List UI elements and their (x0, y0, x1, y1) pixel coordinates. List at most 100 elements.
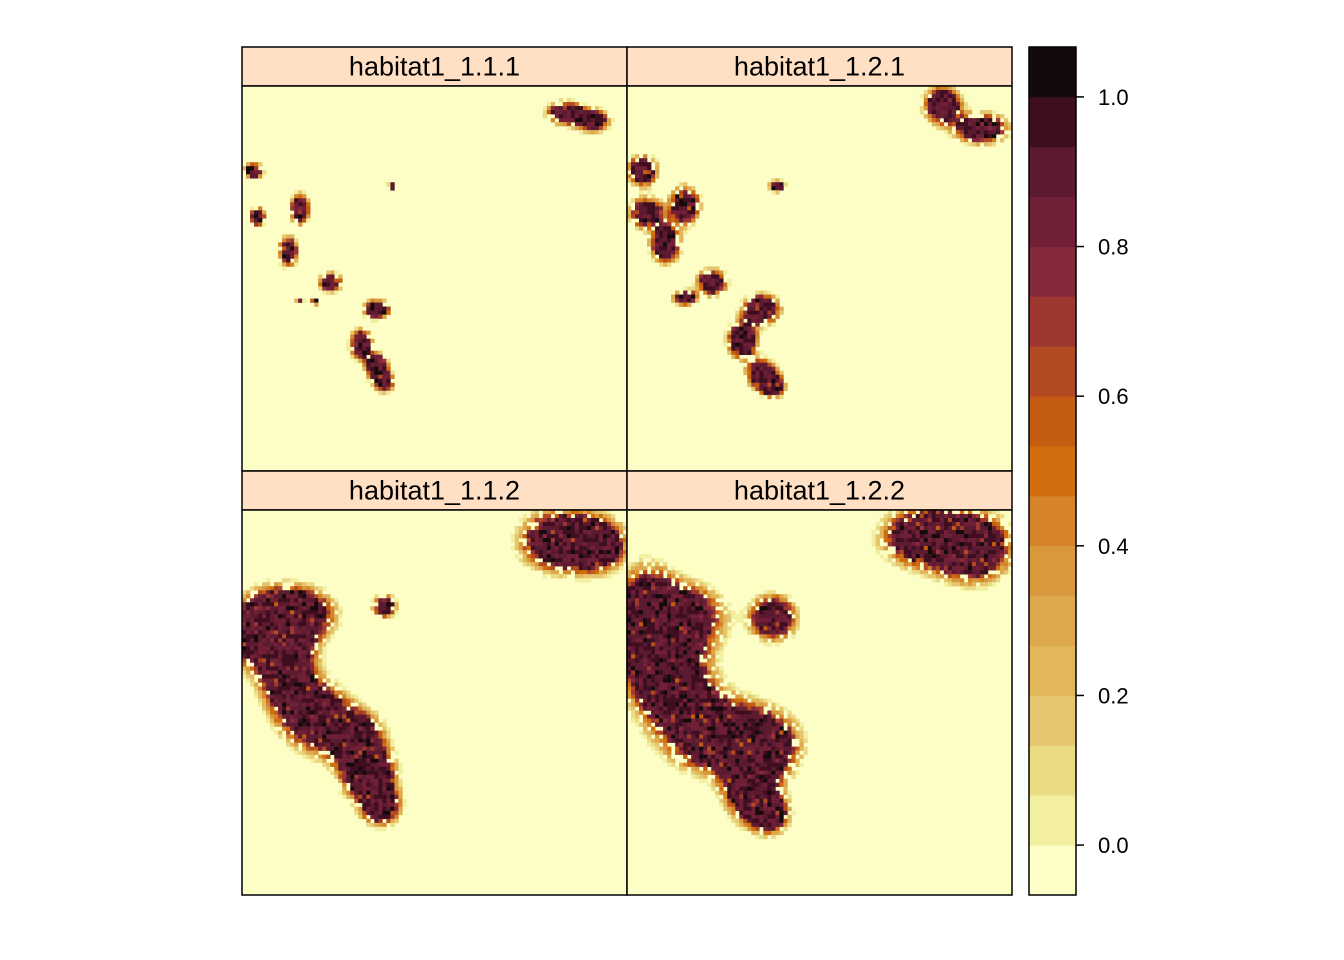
raster-cell (699, 626, 704, 631)
raster-cell (983, 534, 989, 539)
raster-cell (258, 678, 263, 683)
raster-cell (390, 806, 395, 812)
raster-cell (903, 514, 909, 519)
raster-cell (779, 758, 784, 763)
raster-cell (683, 666, 688, 671)
raster-cell (647, 638, 652, 643)
raster-cell (258, 602, 263, 607)
raster-cell (927, 114, 933, 119)
raster-cell (771, 370, 776, 376)
raster-cell (963, 562, 969, 567)
raster-cell (242, 590, 247, 595)
raster-cell (530, 518, 536, 523)
raster-cell (278, 626, 283, 631)
raster-cell (550, 110, 556, 115)
raster-cell (955, 522, 961, 527)
raster-cell (639, 666, 644, 671)
raster-cell (518, 550, 524, 555)
raster-cell (751, 722, 756, 727)
raster-cell (362, 702, 367, 707)
raster-cell (767, 358, 772, 364)
raster-cell (927, 106, 933, 111)
raster-cell (739, 714, 744, 719)
raster-cell (627, 626, 632, 631)
raster-cell (983, 122, 989, 127)
raster-cell (326, 710, 331, 715)
raster-cell (310, 726, 315, 731)
raster-cell (534, 514, 540, 519)
raster-cell (1007, 562, 1013, 567)
raster-cell (334, 618, 339, 623)
raster-cell (582, 522, 588, 527)
raster-cell (390, 182, 395, 187)
raster-cell (915, 526, 921, 531)
raster-cell (554, 574, 560, 579)
raster-cell (594, 570, 600, 575)
raster-cell (971, 554, 977, 559)
raster-cell (362, 722, 367, 727)
raster-cell (386, 730, 391, 735)
raster-cell (963, 526, 969, 531)
raster-cell (659, 666, 664, 671)
raster-cell (723, 774, 728, 779)
raster-cell (358, 806, 363, 812)
raster-cell (542, 106, 548, 111)
raster-cell (943, 114, 949, 119)
raster-cell (370, 802, 375, 808)
raster-cell (763, 634, 768, 639)
raster-cell (947, 518, 953, 523)
raster-cell (386, 362, 391, 368)
raster-cell (370, 790, 375, 796)
raster-cell (687, 658, 692, 663)
raster-cell (306, 642, 311, 647)
raster-cell (707, 730, 712, 735)
raster-cell (675, 702, 680, 707)
raster-cell (767, 370, 772, 376)
raster-cell (935, 522, 941, 527)
raster-cell (550, 574, 556, 579)
raster-cell (374, 798, 379, 804)
raster-cell (246, 602, 251, 607)
raster-cell (322, 746, 327, 751)
raster-cell (390, 822, 395, 828)
raster-cell (763, 310, 768, 315)
raster-cell (342, 762, 347, 767)
raster-cell (258, 606, 263, 611)
raster-cell (683, 650, 688, 655)
raster-cell (366, 766, 371, 771)
raster-cell (999, 554, 1005, 559)
raster-cell (899, 526, 905, 531)
raster-cell (723, 702, 728, 707)
raster-cell (631, 626, 636, 631)
raster-cell (675, 594, 680, 599)
raster-cell (378, 598, 383, 603)
raster-cell (354, 754, 359, 759)
raster-cell (382, 306, 387, 311)
raster-cell (326, 638, 331, 643)
raster-cell (635, 166, 640, 171)
raster-cell (286, 638, 291, 643)
raster-cell (326, 762, 331, 767)
raster-cell (707, 282, 712, 287)
raster-cell (715, 682, 720, 687)
raster-cell (711, 762, 716, 767)
raster-cell (318, 734, 323, 739)
raster-cell (659, 614, 664, 619)
raster-cell (639, 638, 644, 643)
raster-cell (991, 554, 997, 559)
raster-cell (578, 554, 584, 559)
raster-cell (695, 294, 700, 299)
raster-cell (647, 674, 652, 679)
raster-cell (771, 754, 776, 759)
raster-cell (635, 222, 640, 227)
raster-cell (711, 662, 716, 667)
raster-cell (639, 694, 644, 699)
raster-cell (618, 562, 624, 567)
raster-cell (574, 566, 580, 571)
raster-cell (578, 542, 584, 547)
raster-cell (286, 666, 291, 671)
raster-cell (538, 522, 544, 527)
raster-cell (719, 786, 724, 792)
raster-cell (983, 118, 989, 123)
raster-cell (695, 642, 700, 647)
